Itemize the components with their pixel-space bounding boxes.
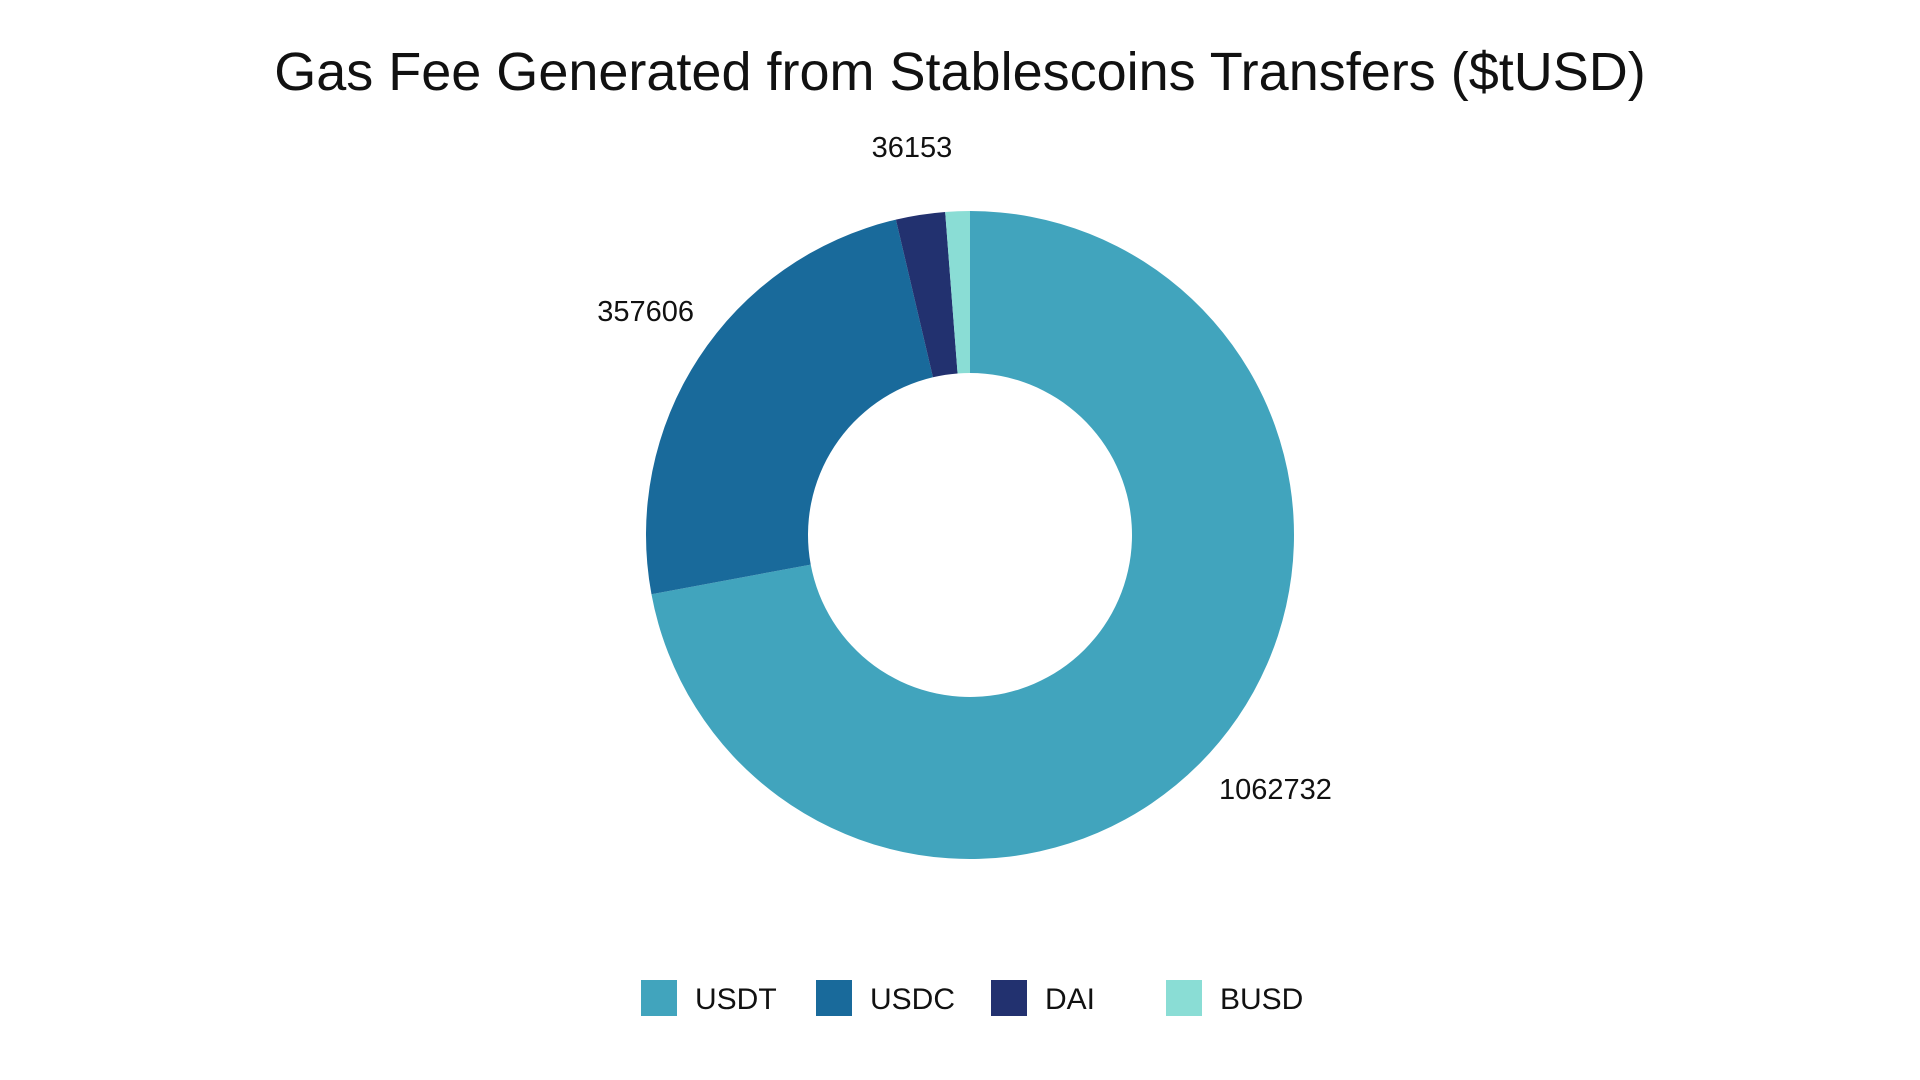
slice-usdt [651, 211, 1294, 860]
chart-title: Gas Fee Generated from Stablescoins Tran… [274, 42, 1646, 102]
slices-layer [646, 211, 1294, 860]
legend-label-usdc: USDC [870, 983, 955, 1016]
legend-label-busd: BUSD [1220, 983, 1303, 1016]
data-label-dai: 36153 [872, 132, 953, 164]
slice-busd [945, 211, 970, 374]
data-labels-layer: 1062732 357606 36153 [597, 132, 1332, 806]
legend-swatch-dai [991, 980, 1027, 1016]
legend-swatch-usdc [816, 980, 852, 1016]
legend: USDT USDC DAI BUSD [641, 980, 1303, 1016]
slice-usdc [646, 219, 933, 595]
legend-label-dai: DAI [1045, 983, 1095, 1016]
data-label-usdc: 357606 [597, 296, 694, 328]
legend-label-usdt: USDT [695, 983, 777, 1016]
legend-swatch-busd [1166, 980, 1202, 1016]
data-label-usdt: 1062732 [1219, 774, 1332, 806]
legend-swatch-usdt [641, 980, 677, 1016]
slice-dai [895, 211, 958, 378]
